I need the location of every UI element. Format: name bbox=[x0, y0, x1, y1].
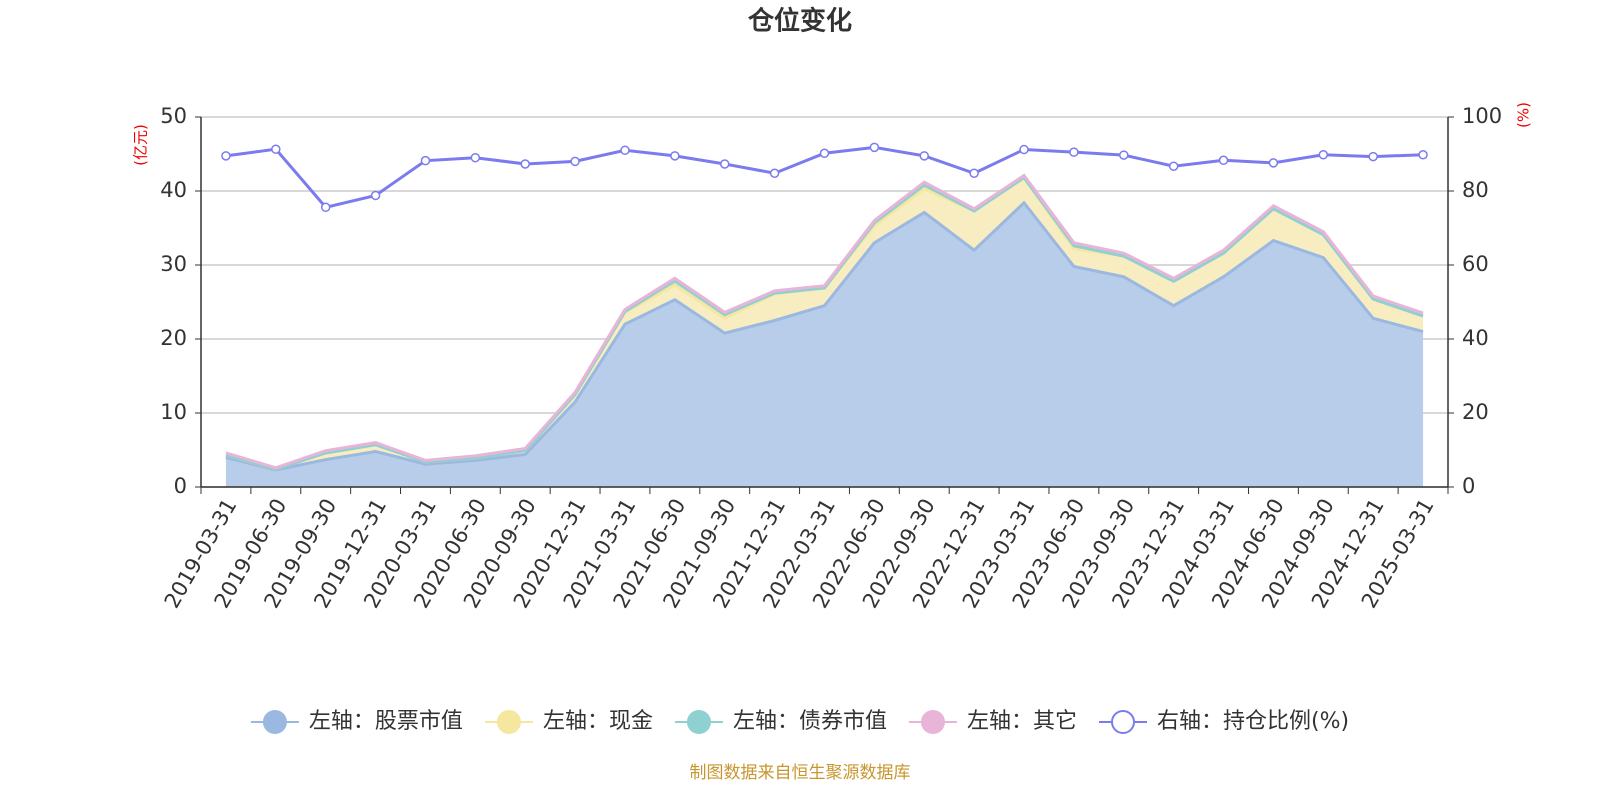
y2-tick-label: 100 bbox=[1462, 104, 1502, 128]
chart-title: 仓位变化 bbox=[747, 6, 852, 37]
y2-tick-label: 80 bbox=[1462, 178, 1489, 202]
point bbox=[520, 159, 530, 169]
y-axis-label: (亿元) bbox=[132, 124, 150, 166]
legend: 左轴：股票市值 左轴：现金 左轴：债券市值 左轴：其它 右轴：持仓比例(%) bbox=[250, 709, 1349, 734]
legend-item[interactable]: 左轴：债券市值 bbox=[674, 709, 887, 734]
point bbox=[221, 151, 231, 161]
legend-label: 右轴：持仓比例(%) bbox=[1157, 709, 1349, 734]
point bbox=[1119, 150, 1129, 160]
point bbox=[1268, 158, 1279, 168]
legend-dot bbox=[920, 710, 945, 734]
point bbox=[1019, 144, 1029, 155]
point bbox=[719, 159, 730, 169]
legend-label: 左轴：其它 bbox=[967, 709, 1077, 734]
area bbox=[225, 202, 1424, 487]
point bbox=[969, 168, 979, 178]
legend-item[interactable]: 左轴：其它 bbox=[908, 709, 1077, 734]
y-tick-label: 20 bbox=[160, 326, 187, 350]
legend-dot bbox=[686, 710, 711, 734]
point bbox=[1168, 161, 1179, 171]
legend-item[interactable]: 左轴：股票市值 bbox=[250, 709, 463, 734]
legend-dot bbox=[496, 710, 521, 734]
point bbox=[819, 148, 830, 159]
y2-tick-label: 40 bbox=[1462, 326, 1489, 350]
legend-dot bbox=[1110, 710, 1135, 734]
y-tick-label: 10 bbox=[160, 400, 187, 424]
legend-item[interactable]: 左轴：现金 bbox=[484, 709, 653, 734]
point bbox=[769, 168, 780, 178]
point bbox=[1069, 147, 1079, 157]
source-note: 制图数据来自恒生聚源数据库 bbox=[690, 763, 911, 783]
area-line bbox=[225, 200, 1424, 472]
y-tick-label: 40 bbox=[160, 178, 187, 202]
point bbox=[1418, 149, 1428, 160]
y-tick-label: 50 bbox=[160, 104, 187, 128]
point bbox=[370, 190, 381, 201]
legend-dot bbox=[262, 710, 287, 734]
y2-tick-label: 60 bbox=[1462, 252, 1489, 276]
point bbox=[320, 202, 331, 213]
y-tick-label: 0 bbox=[174, 474, 187, 498]
point bbox=[919, 151, 930, 161]
y2-tick-label: 0 bbox=[1462, 474, 1475, 498]
point bbox=[1368, 151, 1378, 162]
point bbox=[420, 155, 431, 166]
legend-label: 左轴：股票市值 bbox=[309, 709, 463, 734]
legend-label: 左轴：债券市值 bbox=[733, 709, 887, 734]
area-line bbox=[225, 173, 1424, 470]
point bbox=[570, 156, 580, 167]
point bbox=[869, 142, 880, 153]
y2-tick-label: 20 bbox=[1462, 400, 1489, 424]
legend-item[interactable]: 右轴：持仓比例(%) bbox=[1098, 709, 1349, 734]
point bbox=[670, 151, 680, 161]
point bbox=[1218, 155, 1229, 166]
y2-axis-label: (%) bbox=[1515, 102, 1533, 128]
point bbox=[470, 152, 481, 163]
point bbox=[271, 144, 281, 154]
y-tick-label: 30 bbox=[160, 252, 187, 276]
point bbox=[1318, 149, 1329, 160]
point bbox=[620, 145, 630, 156]
legend-label: 左轴：现金 bbox=[543, 709, 653, 734]
